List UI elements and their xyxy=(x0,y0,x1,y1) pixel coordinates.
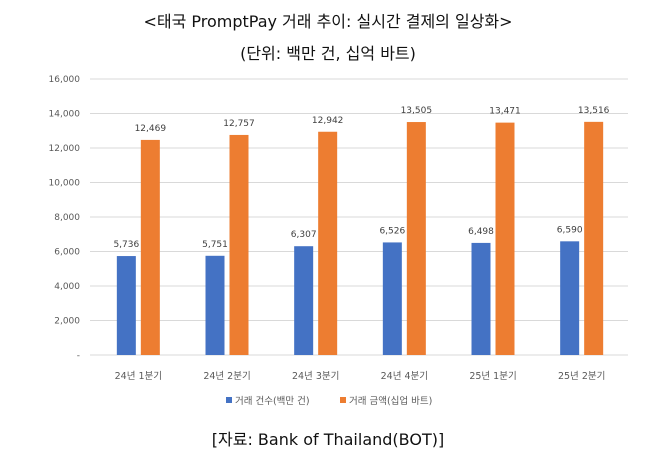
chart-source: [자료: Bank of Thailand(BOT)] xyxy=(211,430,445,449)
y-tick-label: - xyxy=(77,351,80,361)
bar-amount xyxy=(406,122,426,355)
bar-amount xyxy=(495,122,515,356)
chart-subtitle: (단위: 백만 건, 십억 바트) xyxy=(240,44,416,63)
bar-count xyxy=(471,242,491,355)
bar-amount xyxy=(140,139,160,355)
x-tick-label: 24년 3분기 xyxy=(292,371,339,382)
bar-count xyxy=(294,246,314,355)
data-label: 5,751 xyxy=(202,240,228,250)
bar-amount xyxy=(318,131,338,355)
bar-count xyxy=(116,256,136,355)
y-tick-label: 14,000 xyxy=(49,110,81,120)
x-tick-label: 24년 2분기 xyxy=(203,371,250,382)
legend-swatch xyxy=(226,397,232,403)
x-tick-label: 24년 4분기 xyxy=(381,371,428,382)
data-label: 12,469 xyxy=(135,124,167,134)
chart-title: <태국 PromptPay 거래 추이: 실시간 결제의 일상화> xyxy=(143,12,513,31)
data-label: 6,590 xyxy=(557,225,583,235)
y-tick-label: 12,000 xyxy=(49,144,81,154)
y-tick-label: 8,000 xyxy=(54,213,80,223)
y-tick-label: 6,000 xyxy=(54,248,80,258)
data-label: 12,757 xyxy=(223,119,255,129)
data-label: 6,307 xyxy=(291,230,317,240)
y-tick-label: 4,000 xyxy=(54,282,80,292)
x-tick-label: 25년 2분기 xyxy=(558,371,605,382)
x-tick-label: 25년 1분기 xyxy=(469,371,516,382)
bar-count xyxy=(205,255,225,355)
x-tick-label: 24년 1분기 xyxy=(115,371,162,382)
data-label: 13,505 xyxy=(401,106,433,116)
bar-count xyxy=(560,241,580,355)
data-label: 6,498 xyxy=(468,227,494,237)
bar-count xyxy=(382,242,402,355)
y-tick-label: 16,000 xyxy=(49,75,81,85)
data-label: 13,516 xyxy=(578,106,610,116)
y-tick-label: 2,000 xyxy=(54,317,80,327)
data-label: 5,736 xyxy=(113,240,139,250)
legend-label: 거래 금액(십업 바트) xyxy=(349,395,432,407)
y-tick-label: 10,000 xyxy=(49,179,81,189)
bar-amount xyxy=(229,134,249,355)
legend-swatch xyxy=(340,397,346,403)
data-label: 12,942 xyxy=(312,116,344,126)
legend-label: 거래 건수(백만 건) xyxy=(235,396,310,407)
data-label: 13,471 xyxy=(489,107,521,117)
bar-amount xyxy=(584,121,604,355)
data-label: 6,526 xyxy=(379,226,405,236)
